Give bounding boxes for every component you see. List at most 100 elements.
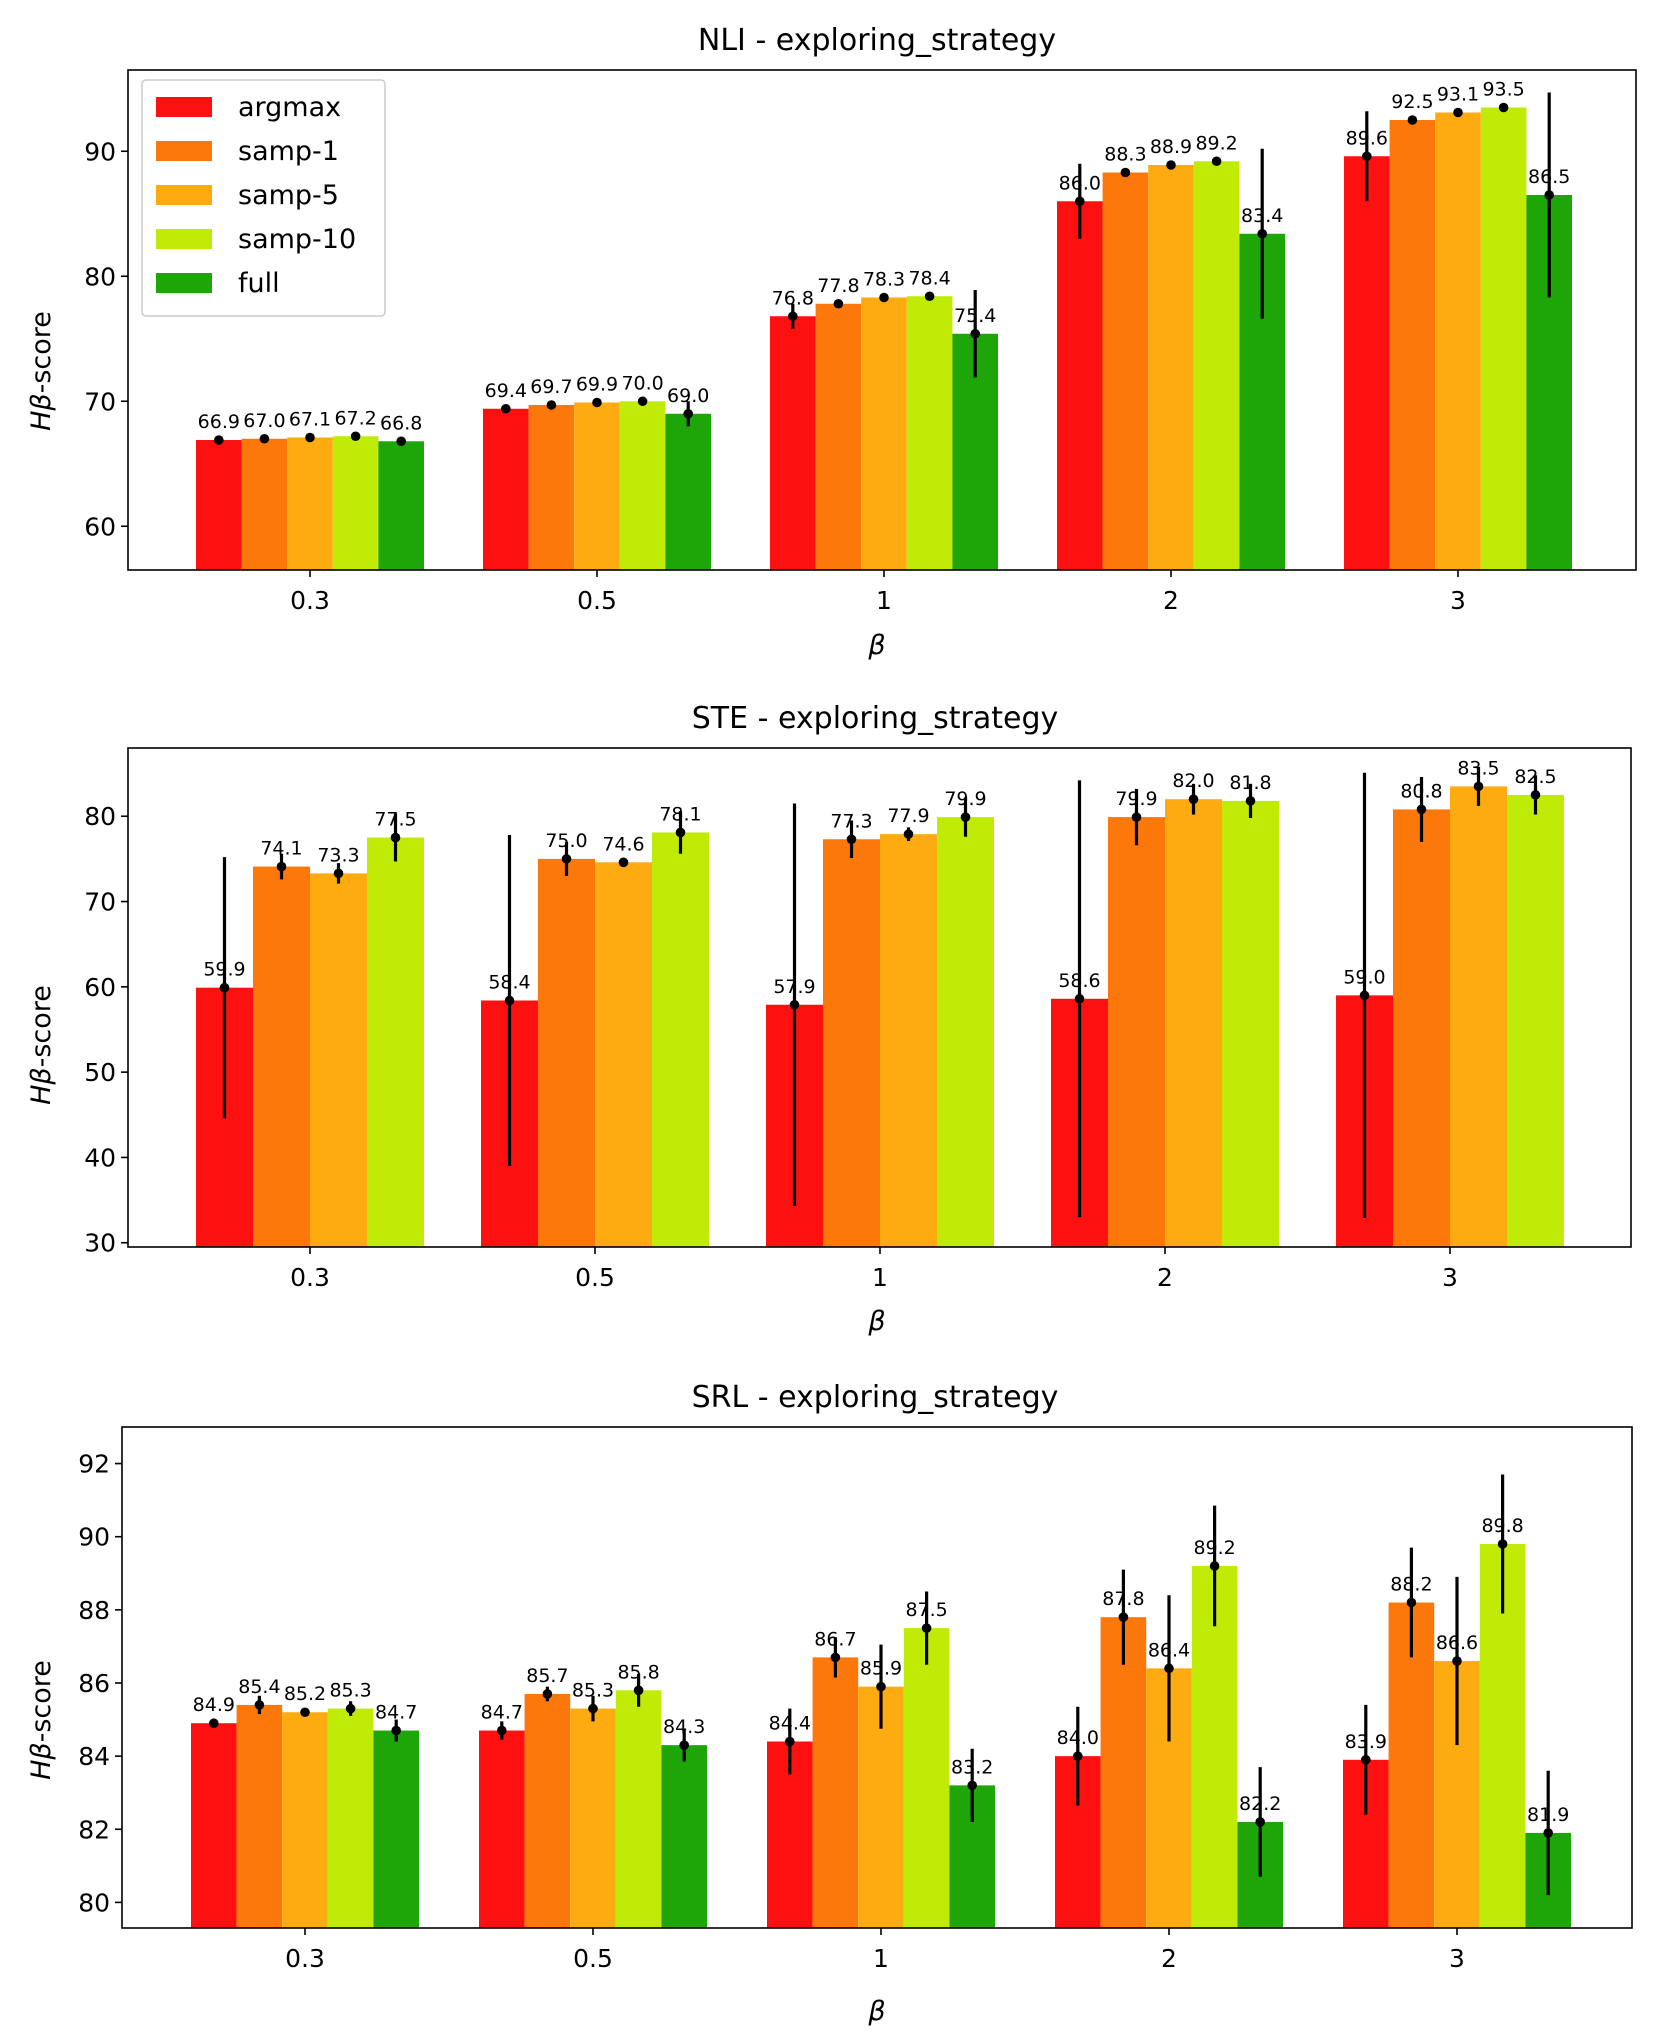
mean-marker xyxy=(1131,812,1142,822)
y-axis-label-rest: -score xyxy=(26,311,57,393)
mean-marker xyxy=(1543,1828,1553,1838)
data-label: 84.3 xyxy=(663,1716,705,1738)
data-label: 59.0 xyxy=(1343,966,1385,988)
mean-marker xyxy=(675,827,686,838)
bar-samp-10 xyxy=(615,1690,662,1928)
legend-frame xyxy=(141,79,386,317)
data-label: 84.7 xyxy=(481,1702,523,1724)
data-label: 85.3 xyxy=(572,1680,614,1702)
x-tick-label: 0.5 xyxy=(577,586,617,615)
mean-marker xyxy=(1245,796,1256,806)
y-tick-label: 60 xyxy=(84,973,116,1002)
bar-samp-1 xyxy=(812,1657,859,1928)
data-label: 85.9 xyxy=(860,1658,902,1680)
x-tick-label: 2 xyxy=(1163,586,1179,615)
mean-marker xyxy=(683,408,693,419)
data-label: 58.4 xyxy=(488,971,530,993)
mean-marker xyxy=(501,403,511,414)
legend-label-samp-5: samp-5 xyxy=(238,180,339,211)
data-label: 83.9 xyxy=(1345,1731,1387,1753)
data-label: 87.8 xyxy=(1102,1588,1144,1610)
data-label: 58.6 xyxy=(1058,970,1100,992)
bar-samp-5 xyxy=(1148,165,1194,570)
bar-samp-10 xyxy=(619,401,666,570)
mean-marker xyxy=(1452,1656,1462,1666)
y-axis-label: Hβ-score xyxy=(26,1660,57,1780)
bar-argmax xyxy=(1344,156,1390,570)
mean-marker xyxy=(1211,156,1222,167)
mean-marker xyxy=(1257,228,1267,239)
bar-samp-5 xyxy=(574,402,620,570)
bar-samp-5 xyxy=(861,297,907,570)
bars: 84.985.4 85.2 85.384.7 84.785.785.385.884.3… xyxy=(191,1474,1571,1928)
data-label: 84.0 xyxy=(1057,1727,1099,1749)
data-label: 67.0 xyxy=(243,410,285,432)
y-axis-label-italic: Hβ xyxy=(26,1742,57,1780)
data-label: 57.9 xyxy=(773,976,815,998)
mean-marker xyxy=(1074,993,1085,1004)
data-label: 93.1 xyxy=(1437,84,1479,106)
bar-samp-10 xyxy=(903,1628,950,1928)
bar-samp-10 xyxy=(1480,107,1527,570)
chart-title: STE - exploring_strategy xyxy=(692,701,1059,736)
y-tick-label: 30 xyxy=(84,1229,116,1258)
mean-marker xyxy=(1416,804,1427,815)
mean-marker xyxy=(679,1740,689,1750)
data-label: 86.7 xyxy=(814,1628,856,1650)
data-label: 76.8 xyxy=(772,287,814,309)
bar-samp-10 xyxy=(652,832,709,1247)
bar-samp-1 xyxy=(1389,120,1436,570)
legend-label-samp-1: samp-1 xyxy=(238,136,339,167)
ste-chart-panel: STE - exploring_strategy 59.9 74.1 73.3 77.… xyxy=(26,701,1632,1337)
bar-full xyxy=(373,1730,419,1928)
data-label: 86.5 xyxy=(1528,166,1570,188)
data-label: 84.9 xyxy=(193,1694,235,1716)
bar-argmax xyxy=(191,1723,237,1928)
data-label: 75.4 xyxy=(954,305,996,327)
data-label: 93.5 xyxy=(1482,79,1524,101)
data-label: 85.3 xyxy=(329,1680,371,1702)
mean-marker xyxy=(546,400,557,410)
data-label: 82.0 xyxy=(1172,770,1214,792)
data-label: 86.6 xyxy=(1436,1632,1478,1654)
data-label: 82.5 xyxy=(1514,766,1556,788)
plot-frame xyxy=(121,1426,1633,1929)
bar-samp-10 xyxy=(906,296,953,570)
bar-samp-10 xyxy=(1222,800,1279,1247)
mean-marker xyxy=(788,311,798,322)
data-label: 78.3 xyxy=(863,269,905,291)
mean-marker xyxy=(561,854,572,864)
legend-swatch-samp-1 xyxy=(156,141,212,161)
mean-marker xyxy=(1473,781,1484,792)
bar-samp-10 xyxy=(332,436,379,570)
mean-marker xyxy=(1361,1754,1371,1765)
data-label: 69.4 xyxy=(485,380,527,402)
data-label: 77.3 xyxy=(830,810,872,832)
bar-full xyxy=(378,441,424,570)
bar-argmax xyxy=(196,440,242,570)
mean-marker xyxy=(1497,1539,1508,1549)
data-label: 78.4 xyxy=(908,267,950,289)
mean-marker xyxy=(1118,1612,1129,1622)
data-label: 79.9 xyxy=(1115,788,1157,810)
mean-marker xyxy=(1406,1597,1417,1608)
mean-marker xyxy=(345,1703,356,1714)
bar-samp-1 xyxy=(1100,1617,1147,1928)
mean-marker xyxy=(276,861,287,872)
data-label: 66.8 xyxy=(380,412,422,434)
data-label: 70.0 xyxy=(621,372,663,394)
y-axis-label: Hβ-score xyxy=(26,311,57,431)
y-tick-label: 70 xyxy=(84,888,116,917)
data-label: 77.9 xyxy=(887,805,929,827)
x-tick-label: 1 xyxy=(873,1944,889,1973)
legend-swatch-full xyxy=(156,273,212,293)
y-tick-label: 90 xyxy=(84,137,116,166)
data-label: 88.3 xyxy=(1104,144,1146,166)
x-tick-label: 3 xyxy=(1442,1263,1458,1292)
mean-marker xyxy=(633,1685,644,1696)
data-label: 84.4 xyxy=(769,1712,811,1734)
data-label: 69.7 xyxy=(530,376,572,398)
mean-marker xyxy=(592,397,602,408)
y-tick-label: 88 xyxy=(78,1596,110,1625)
